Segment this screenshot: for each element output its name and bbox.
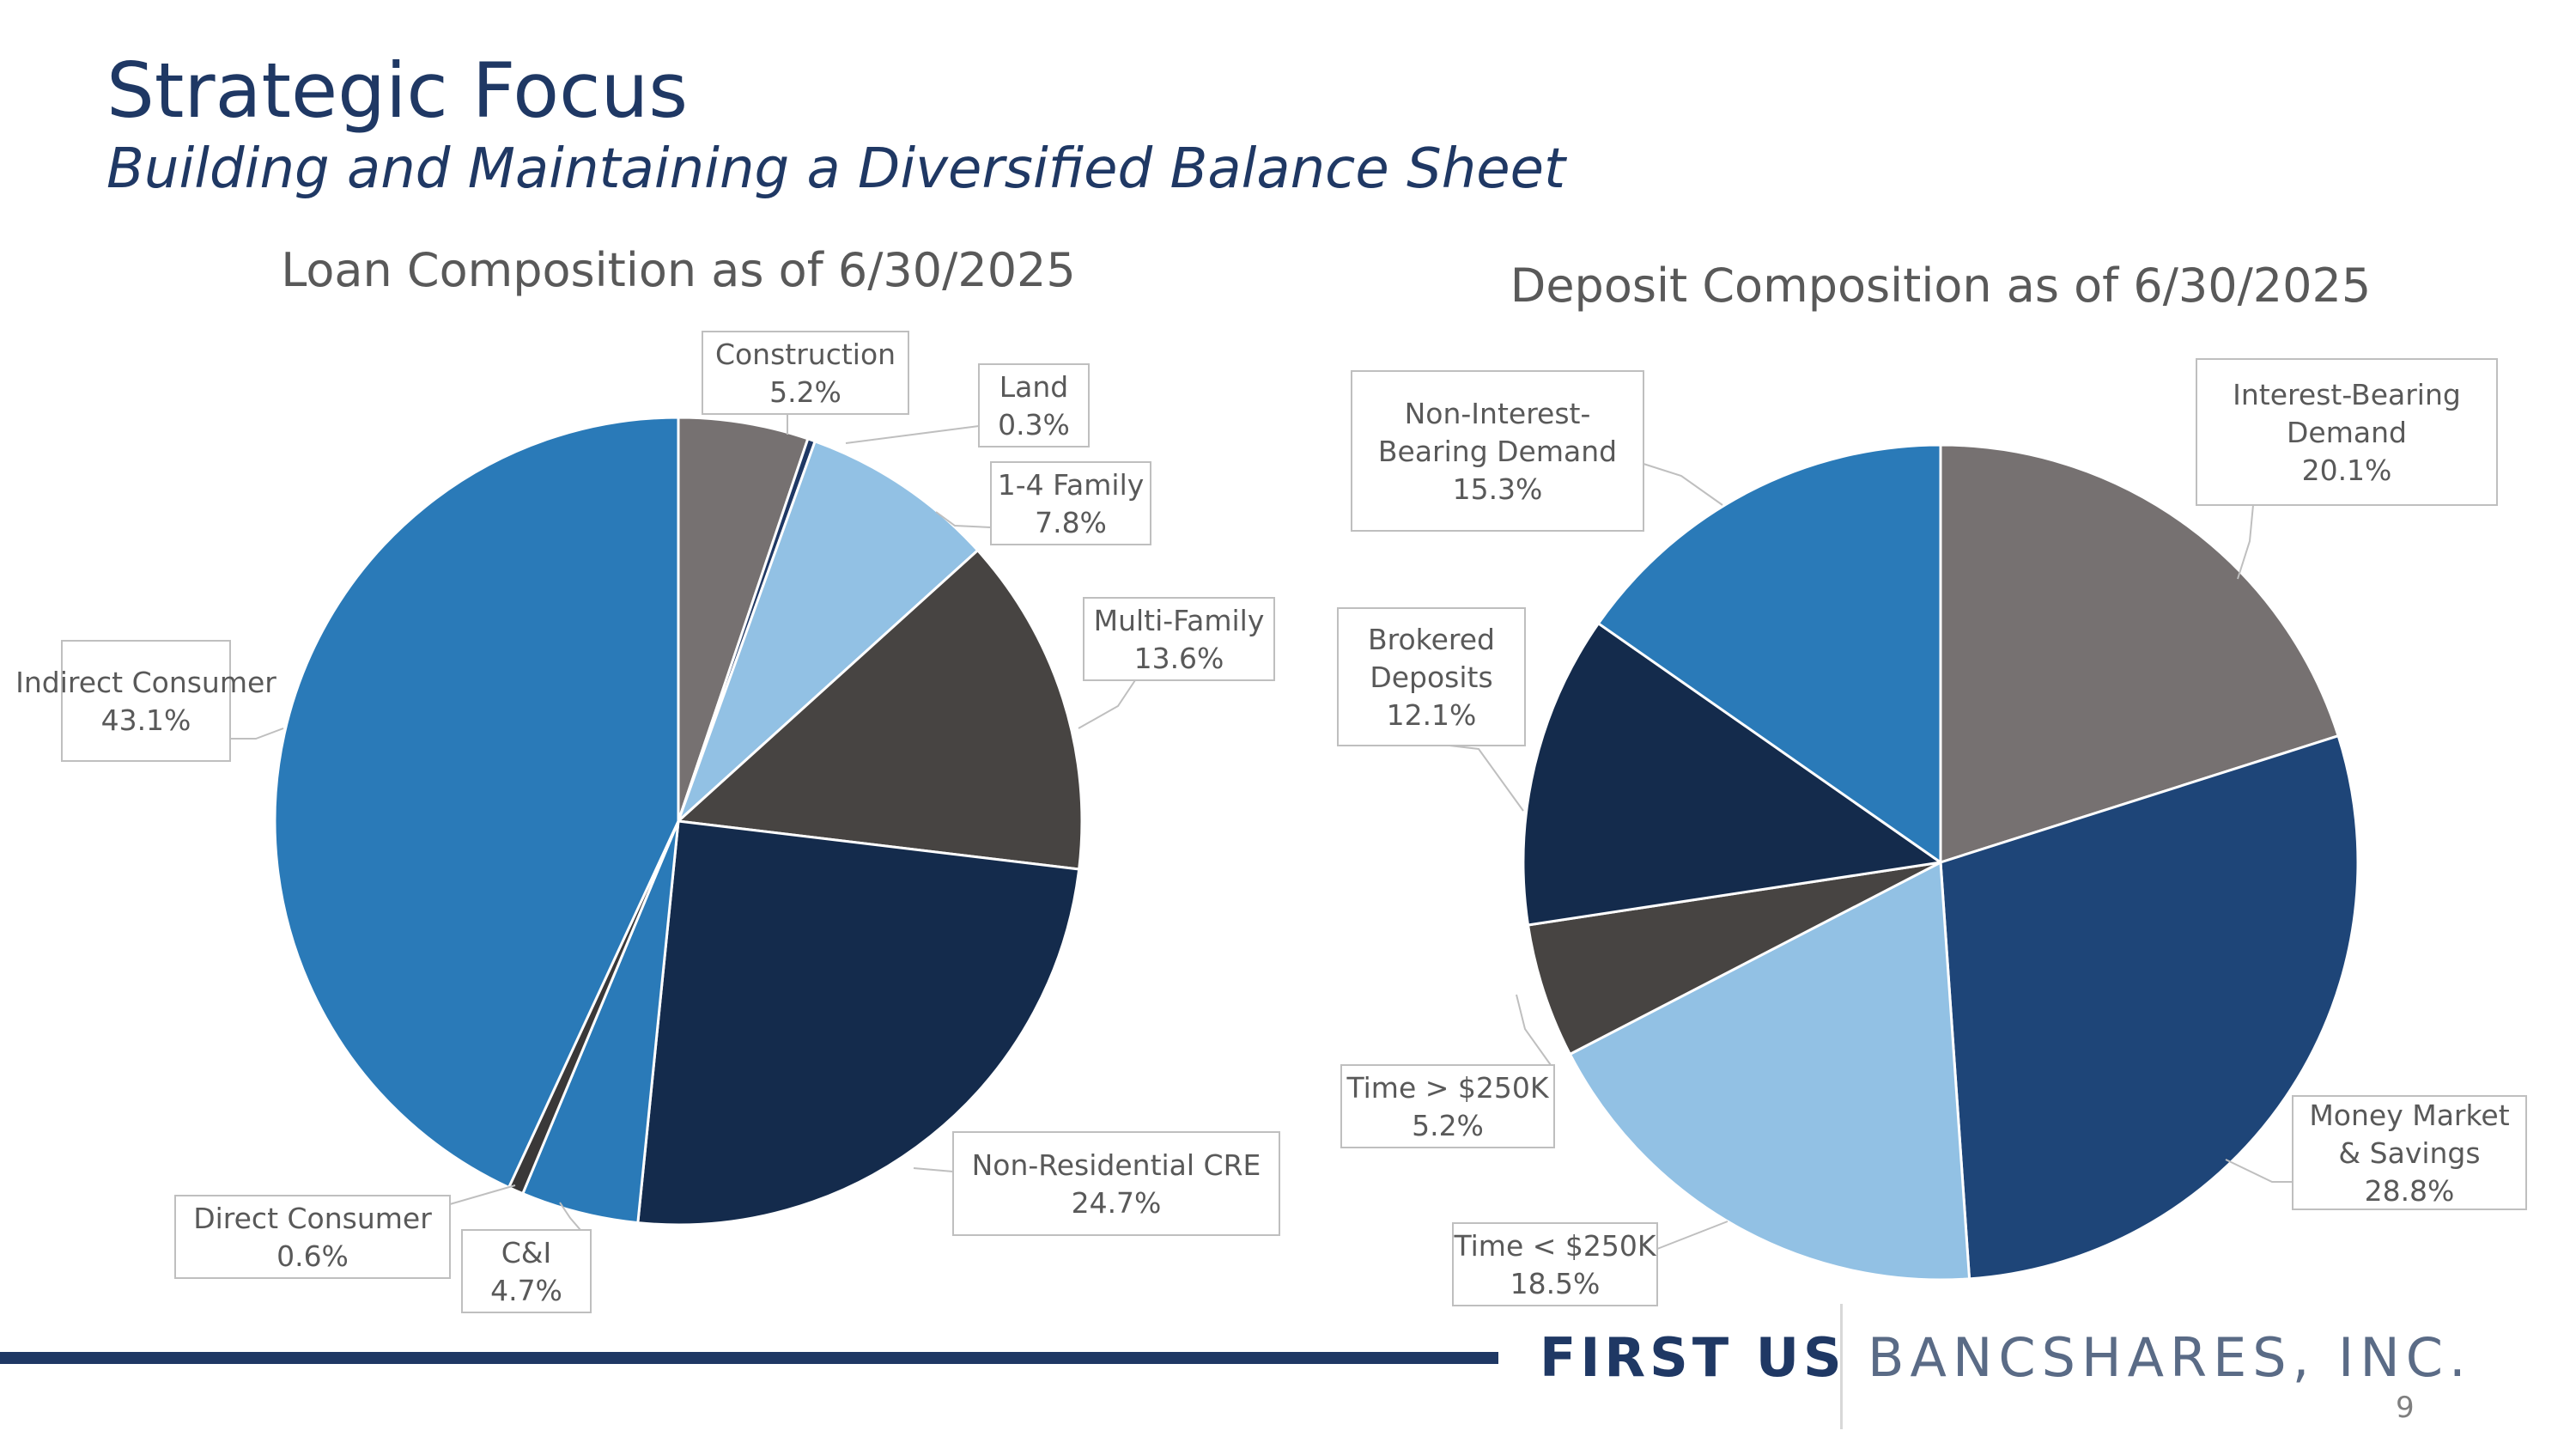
loan-data-label-multi-family: Multi-Family 13.6% [1094, 604, 1265, 675]
brand-divider [1840, 1304, 1843, 1429]
deposit-data-label-interest-bearing-demand: Interest-Bearing Demand 20.1% [2233, 378, 2461, 487]
loan-slice-1-4-family [677, 440, 980, 823]
deposit-chart-title: Deposit Composition as of 6/30/2025 [1510, 259, 2371, 313]
loan-label-box-land [978, 363, 1090, 447]
deposit-slice-non-interest-bearing-demand [1597, 443, 1942, 864]
loan-data-label-indirect-consumer: Indirect Consumer 43.1% [15, 666, 276, 737]
loan-leader-construction [787, 413, 802, 435]
deposit-label-box-brokered-deposits [1337, 607, 1526, 746]
deposit-label-box-time-gt-250k [1340, 1064, 1555, 1148]
deposit-data-label-time-gt-250k: Time > $250K 5.2% [1346, 1071, 1549, 1142]
loan-slice-non-residential-cre [636, 819, 1081, 1227]
slide-subtitle: Building and Maintaining a Diversified B… [106, 137, 1566, 201]
brand-name-bancshares: BANCSHARES, INC. [1868, 1326, 2472, 1389]
deposit-slice-money-market-and-savings [1939, 734, 2360, 1281]
loan-chart: Loan Composition as of 6/30/2025 Construc… [15, 243, 1280, 1313]
deposit-label-box-interest-bearing-demand [2196, 358, 2498, 506]
deposit-chart: Deposit Composition as of 6/30/2025 Inter… [1337, 259, 2527, 1306]
loan-leader-non-residential-cre [913, 1167, 954, 1172]
loan-label-box-non-residential-cre [952, 1131, 1280, 1236]
deposit-label-box-non-interest-bearing-demand [1351, 370, 1644, 532]
deposit-leader-non-interest-bearing-demand [1643, 463, 1723, 506]
deposit-data-label-brokered-deposits: Brokered Deposits 12.1% [1368, 623, 1495, 732]
slide-title: Strategic Focus [106, 46, 689, 135]
deposit-slice-time-lt-250k [1568, 861, 1971, 1282]
loan-label-box-1-4-family [990, 461, 1151, 545]
deposit-leader-interest-bearing-demand [2237, 504, 2254, 580]
loan-data-label-construction: Construction 5.2% [715, 338, 896, 409]
deposit-data-label-time-lt-250k: Time < $250K 18.5% [1453, 1229, 1656, 1300]
deposit-leader-money-market-and-savings [2225, 1159, 2293, 1183]
deposit-leader-time-lt-250k [1656, 1221, 1728, 1250]
loan-label-box-construction [702, 331, 909, 415]
brand-name-first-us: FIRST US [1540, 1326, 1846, 1389]
loan-leader-multi-family [1078, 679, 1136, 729]
page-number: 9 [2396, 1391, 2415, 1425]
loan-label-box-direct-consumer [174, 1195, 451, 1279]
deposit-data-label-money-market-and-savings: Money Market & Savings 28.8% [2309, 1099, 2509, 1208]
loan-slice-indirect-consumer [273, 416, 680, 1190]
loan-leader-1-4-family [935, 511, 992, 528]
loan-data-label-non-residential-cre: Non-Residential CRE 24.7% [972, 1148, 1261, 1220]
loan-label-box-indirect-consumer [61, 640, 231, 762]
loan-chart-title: Loan Composition as of 6/30/2025 [281, 243, 1076, 297]
loan-data-label-1-4-family: 1-4 Family 7.8% [998, 468, 1145, 539]
deposit-slice-brokered-deposits [1522, 622, 1942, 927]
loan-data-label-candi: C&I 4.7% [490, 1236, 562, 1307]
loan-leader-indirect-consumer [230, 728, 284, 740]
deposit-data-label-non-interest-bearing-demand: Non-Interest-Bearing Demand 15.3% [1378, 397, 1617, 506]
deposit-leader-time-gt-250k [1516, 994, 1552, 1066]
deposit-slice-interest-bearing-demand [1939, 443, 2340, 864]
loan-label-box-candi [461, 1229, 592, 1313]
loan-leader-candi [559, 1202, 581, 1231]
loan-data-label-direct-consumer: Direct Consumer 0.6% [193, 1202, 432, 1273]
loan-leader-direct-consumer [449, 1184, 516, 1205]
deposit-label-box-money-market-and-savings [2292, 1095, 2527, 1210]
footer-rule [0, 1352, 1498, 1364]
loan-leader-land [845, 425, 980, 444]
loan-label-box-multi-family [1083, 597, 1275, 681]
loan-data-label-land: Land 0.3% [998, 370, 1070, 441]
deposit-leader-brokered-deposits [1449, 745, 1524, 812]
loan-slice-construction [677, 416, 810, 823]
loan-slice-multi-family [677, 549, 1084, 871]
deposit-label-box-time-lt-250k [1452, 1222, 1658, 1306]
